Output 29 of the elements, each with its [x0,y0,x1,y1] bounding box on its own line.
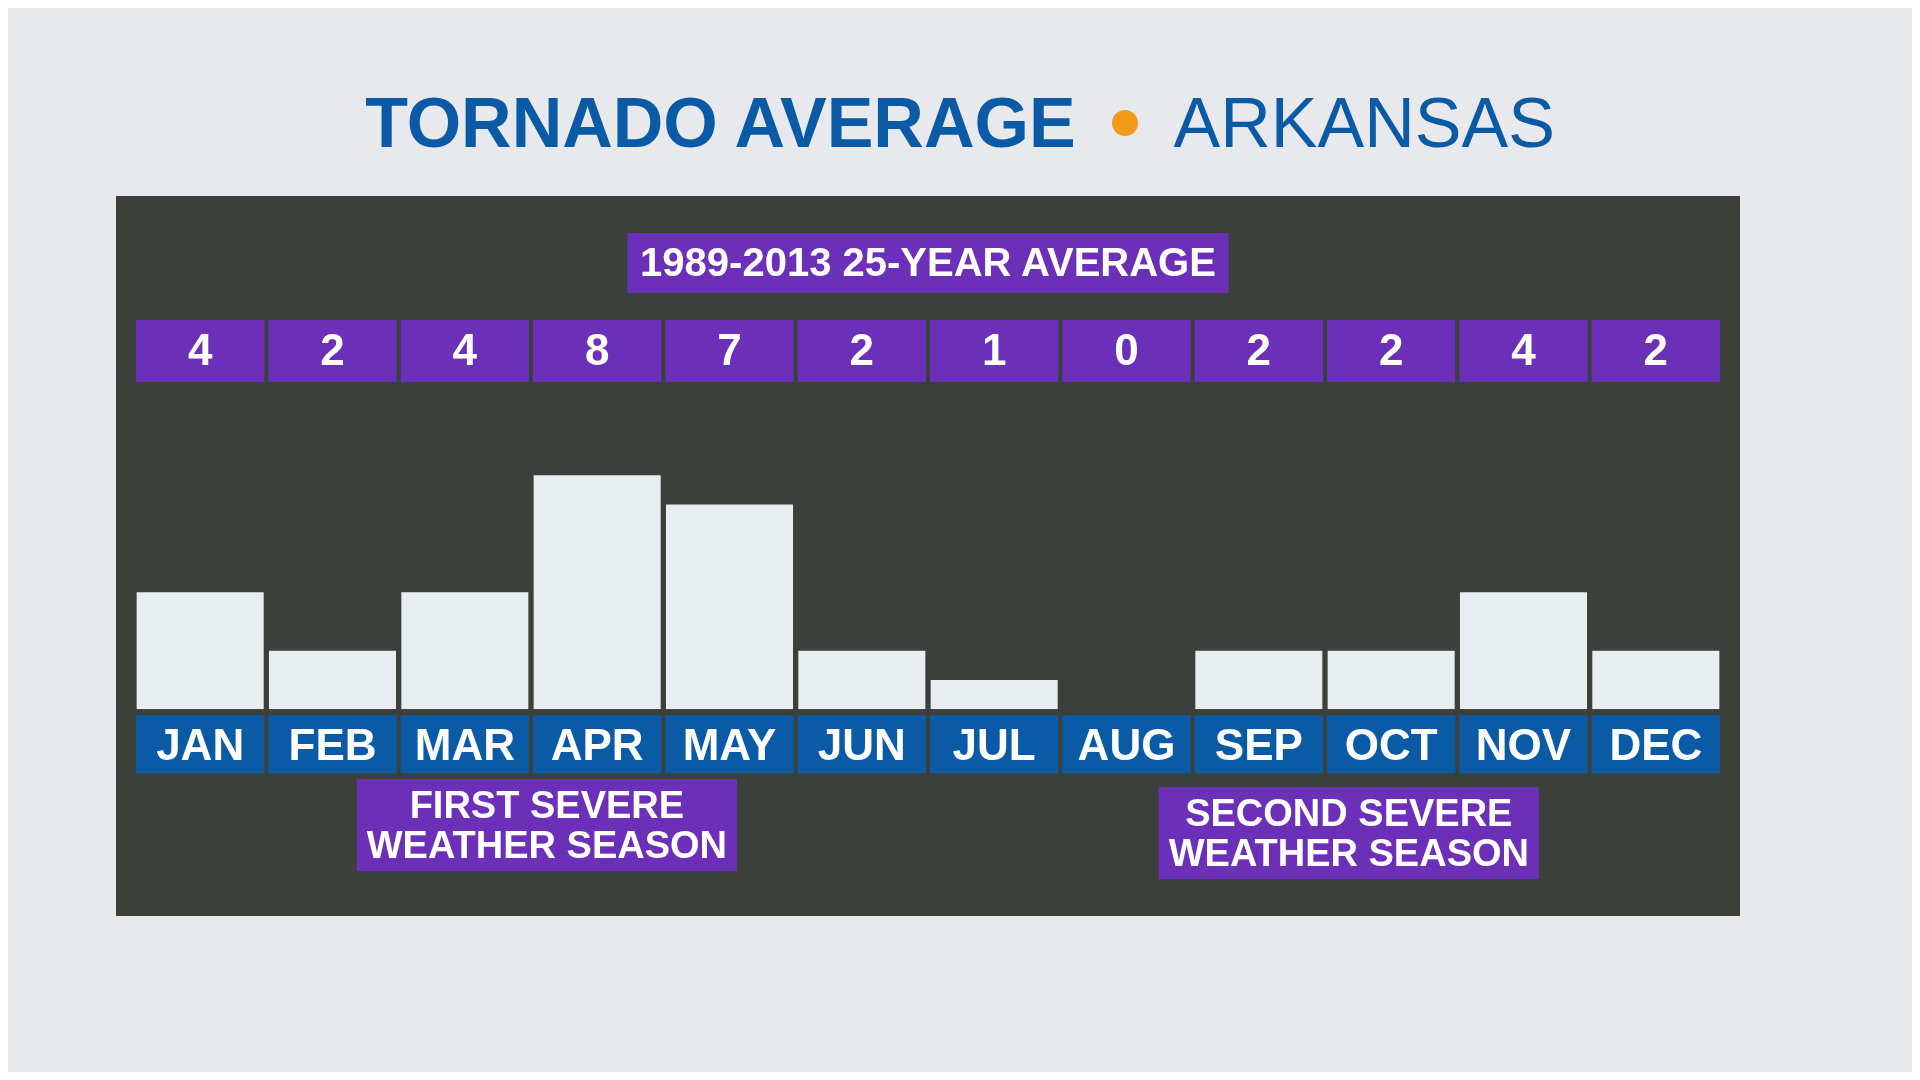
data-label: 0 [1114,325,1139,375]
chart-title: TORNADO AVERAGE [365,83,1076,163]
x-tick-label: MAY [682,719,777,769]
x-tick-label: JAN [156,719,245,769]
data-label: 2 [1643,325,1669,375]
x-tick-label: OCT [1344,719,1438,769]
x-tick-label: JUN [817,719,906,769]
data-label: 1 [981,325,1007,375]
data-label: 2 [320,325,345,375]
x-tick-label: APR [550,719,644,769]
x-tick-label: FEB [288,719,377,769]
data-label: 2 [849,325,875,375]
x-tick-label: DEC [1609,719,1703,769]
data-label: 2 [1246,325,1272,375]
data-label: 4 [187,325,213,375]
data-label: 8 [584,325,610,375]
x-tick-label: AUG [1077,719,1176,769]
chart-subtitle: ARKANSAS [1173,83,1555,163]
data-label: 7 [717,325,742,375]
data-label: 4 [1511,325,1537,375]
x-tick-label: SEP [1214,719,1303,769]
text: FIRST SEVERE WEATHER SEASON [366,783,728,866]
data-label: 4 [452,325,478,375]
x-tick-label: MAR [414,719,515,769]
text: 1989-2013 25-YEAR AVERAGE [640,240,1216,285]
data-label: 2 [1378,325,1404,375]
x-tick-label: JUL [952,719,1036,769]
x-tick-label: NOV [1475,719,1572,769]
text: SECOND SEVERE WEATHER SEASON [1168,791,1529,874]
